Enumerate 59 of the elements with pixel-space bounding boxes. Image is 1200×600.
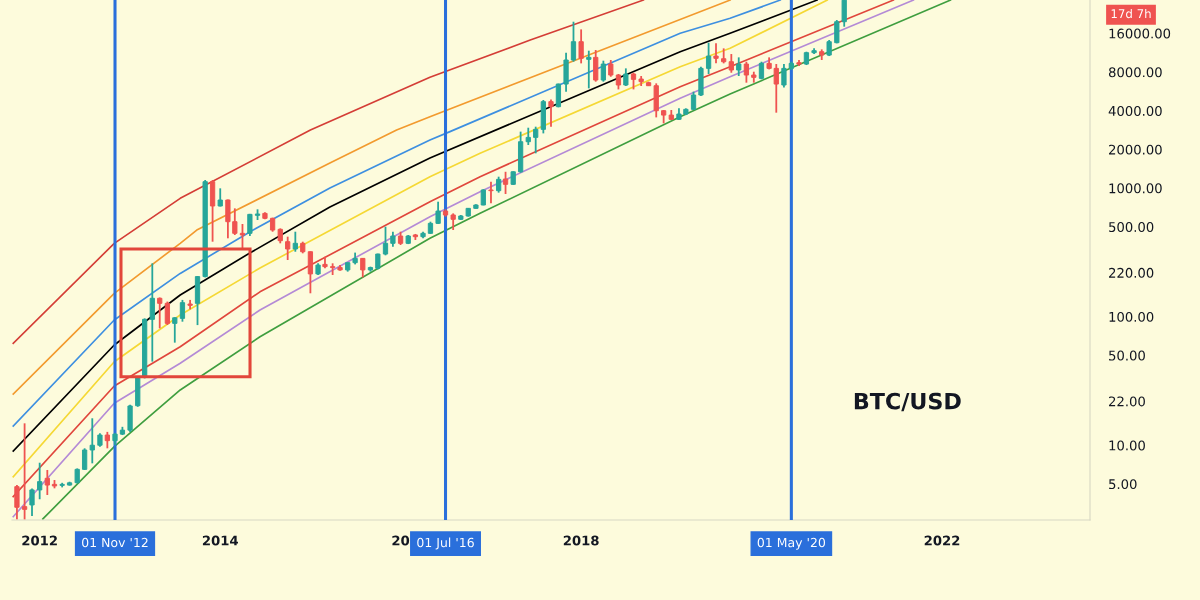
y-tick-label: 4000.00 — [1108, 105, 1162, 116]
candlestick — [29, 487, 35, 517]
candlestick — [179, 299, 186, 323]
candlestick — [217, 187, 223, 208]
candlestick — [593, 49, 599, 83]
candlestick — [164, 300, 171, 326]
annotation: BTC/USD — [854, 392, 961, 412]
candlestick — [743, 60, 750, 84]
candlestick — [330, 262, 336, 276]
candlestick — [570, 20, 577, 63]
y-tick-label: 10.00 — [1109, 440, 1145, 451]
candlestick — [37, 461, 43, 501]
candlestick — [502, 170, 509, 195]
candlestick — [713, 42, 719, 65]
y-tick-label: 50.00 — [1109, 350, 1145, 361]
candlestick — [578, 28, 584, 65]
x-tick-label: 2018 — [563, 535, 599, 546]
candlestick — [435, 200, 441, 225]
candlestick — [21, 422, 28, 520]
x-tick-label: 2022 — [924, 535, 960, 546]
candlestick — [382, 225, 389, 257]
candlestick — [586, 49, 592, 90]
candlestick — [307, 250, 314, 295]
candlestick — [736, 56, 742, 77]
candlestick — [89, 417, 95, 465]
y-tick-label: 500.00 — [1109, 222, 1154, 233]
y-tick-label: 100.00 — [1109, 311, 1154, 322]
candlestick — [44, 469, 50, 496]
ref-line-label: 01 Nov '12 — [82, 537, 148, 548]
candlestick — [488, 180, 494, 205]
candlestick — [600, 59, 606, 83]
candlestick — [149, 262, 155, 363]
x-tick-label: 2014 — [202, 535, 238, 546]
candlestick — [533, 125, 539, 155]
ref-line-label: 01 Jul '16 — [417, 537, 474, 550]
y-tick-label: 2000.00 — [1109, 144, 1162, 155]
y-tick-label: 220.00 — [1109, 267, 1154, 278]
candlestick — [728, 53, 734, 74]
y-tick-label: 16000.00 — [1109, 28, 1171, 39]
candlestick — [239, 223, 246, 250]
candlestick — [14, 484, 20, 520]
x-tick-label: 2012 — [22, 535, 57, 546]
line-series — [12, 0, 645, 345]
candlestick — [705, 41, 712, 75]
candlestick — [285, 235, 291, 261]
candlestick — [781, 63, 787, 89]
candlestick — [157, 296, 163, 330]
candlestick — [81, 447, 88, 471]
y-tick-label: 5.00 — [1109, 479, 1137, 490]
x-tick-label: 20 — [392, 535, 410, 546]
candlestick — [292, 230, 298, 253]
candlestick — [548, 98, 554, 128]
y-tick-label: 1000.00 — [1109, 183, 1162, 194]
y-tick-label: 22.00 — [1109, 396, 1145, 407]
candlestick — [360, 257, 366, 279]
text: 17d 7h — [1111, 9, 1151, 19]
ref-line-label: 01 May '20 — [757, 537, 826, 550]
candlestick — [172, 316, 178, 344]
y-tick-label: 8000.00 — [1108, 67, 1162, 78]
